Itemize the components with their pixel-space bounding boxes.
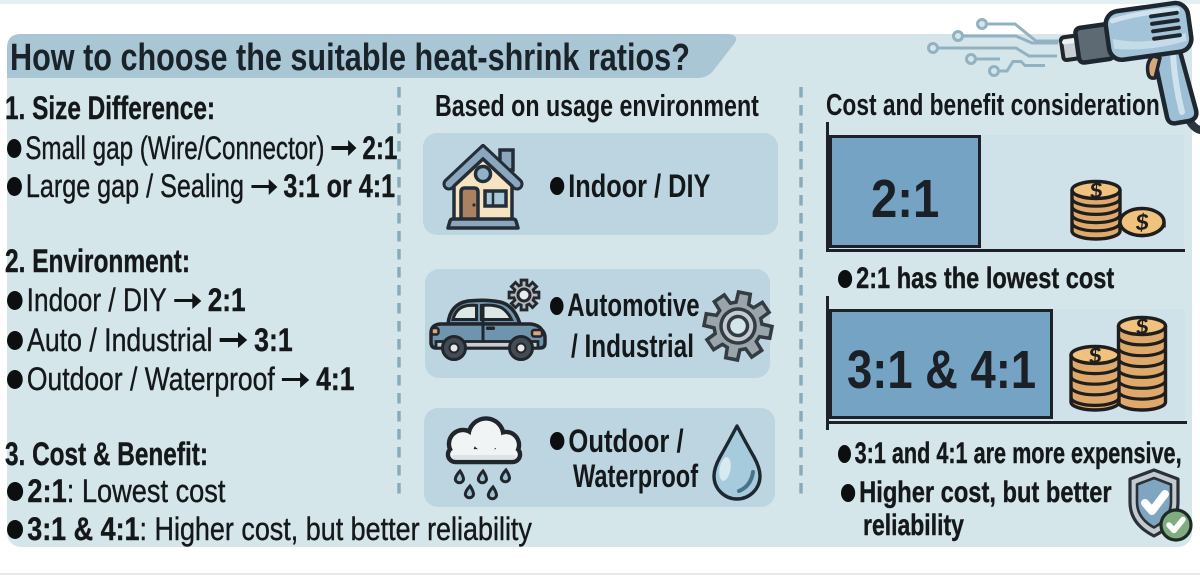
svg-text:$: $: [1087, 177, 1104, 204]
svg-text:$: $: [1133, 313, 1150, 340]
svg-text:$: $: [1133, 208, 1149, 235]
svg-text:$: $: [1086, 342, 1103, 369]
